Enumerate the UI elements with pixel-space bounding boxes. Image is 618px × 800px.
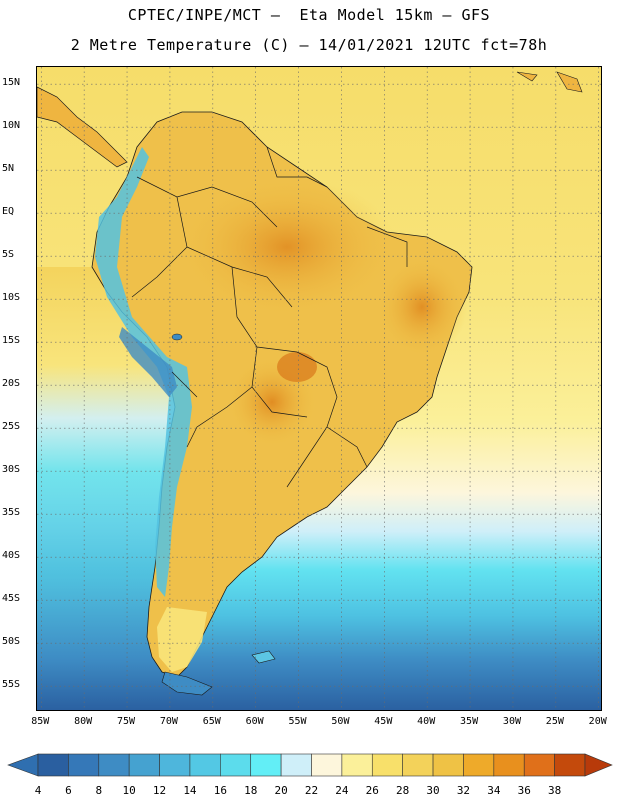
andes-cold-strip	[95, 147, 192, 597]
colorbar-tick-label: 28	[396, 784, 410, 797]
tierra-del-fuego	[161, 671, 213, 696]
colorbar-tick-label: 26	[365, 784, 379, 797]
longitude-label: 45W	[374, 716, 393, 727]
map-frame	[36, 66, 602, 711]
colorbar-segment	[341, 753, 373, 777]
colorbar-tick-label: 20	[274, 784, 288, 797]
colorbar-tick-label: 18	[244, 784, 258, 797]
colorbar-segment	[159, 753, 191, 777]
colorbar-segment	[554, 753, 586, 777]
temperature-map	[37, 67, 601, 710]
colorbar-segment	[371, 753, 403, 777]
colorbar-tick-label: 32	[456, 784, 471, 797]
colorbar-segment	[68, 753, 100, 777]
map-title-line1: CPTEC/INPE/MCT – Eta Model 15km – GFS	[127, 6, 491, 24]
map-title-line2: 2 Metre Temperature (C) – 14/01/2021 12U…	[70, 36, 548, 54]
colorbar-segment	[523, 753, 555, 777]
longitude-label: 85W	[31, 716, 50, 727]
colorbar-under-arrow	[7, 753, 39, 777]
latitude-label: 35S	[2, 507, 21, 519]
latitude-label: 40S	[2, 550, 21, 562]
longitude-label: 55W	[288, 716, 307, 727]
colorbar-tick-label: 4	[34, 784, 42, 797]
colorbar-segment	[189, 753, 221, 777]
colorbar-tick-label: 16	[213, 784, 227, 797]
colorbar-tick-label: 10	[122, 784, 136, 797]
longitude-label: 30W	[502, 716, 521, 727]
longitude-label: 70W	[159, 716, 178, 727]
colorbar-tick-label: 34	[487, 784, 501, 797]
colorbar-over-arrow	[584, 753, 613, 777]
longitude-label: 75W	[117, 716, 136, 727]
lake-titicaca	[171, 333, 183, 341]
colorbar-segment	[220, 753, 252, 777]
colorbar-segment	[280, 753, 312, 777]
longitude-label: 80W	[74, 716, 93, 727]
longitude-label: 60W	[245, 716, 264, 727]
longitude-label: 40W	[417, 716, 436, 727]
temperature-colorbar	[7, 753, 613, 777]
colorbar-segment	[128, 753, 160, 777]
falkland-islands	[251, 650, 276, 664]
colorbar-segment	[250, 753, 282, 777]
longitude-label: 25W	[545, 716, 564, 727]
hot-region-amazon	[177, 177, 397, 317]
colorbar-segment	[463, 753, 495, 777]
latitude-label: 5S	[2, 249, 15, 261]
latitude-label: 10S	[2, 292, 21, 304]
latitude-label: 5N	[2, 163, 15, 175]
longitude-label: 35W	[460, 716, 479, 727]
colorbar-tick-label: 38	[547, 784, 562, 797]
latitude-label: 10N	[2, 120, 21, 132]
colorbar-tick-label: 8	[95, 784, 103, 797]
latitude-label: 30S	[2, 464, 21, 476]
latitude-label: 15N	[2, 77, 21, 89]
latitude-label: 50S	[2, 636, 21, 648]
colorbar-tick-label: 22	[304, 784, 319, 797]
latitude-label: 15S	[2, 335, 21, 347]
latitude-label: 20S	[2, 378, 21, 390]
colorbar-tick-label: 24	[335, 784, 349, 797]
caribbean-islands	[516, 71, 583, 93]
colorbar-tick-label: 14	[183, 784, 197, 797]
latitude-label: EQ	[2, 206, 15, 218]
colorbar-tick-label: 6	[65, 784, 72, 797]
latitude-label: 45S	[2, 593, 21, 605]
colorbar-segment	[37, 753, 69, 777]
colorbar-tick-label: 12	[152, 784, 167, 797]
latitude-label: 55S	[2, 679, 21, 691]
longitude-label: 50W	[331, 716, 350, 727]
andes-core	[119, 327, 177, 397]
colorbar-segment	[402, 753, 434, 777]
longitude-label: 20W	[588, 716, 607, 727]
colorbar-tick-label: 30	[426, 784, 440, 797]
colorbar-segment	[432, 753, 464, 777]
colorbar-segment	[493, 753, 525, 777]
colorbar-tick-label: 36	[517, 784, 531, 797]
country-borders	[131, 146, 408, 488]
patagonia-cool-tip	[157, 607, 207, 672]
colorbar-segment	[98, 753, 130, 777]
colorbar-segment	[311, 753, 343, 777]
hot-region-pantanal	[277, 352, 317, 382]
latitude-label: 25S	[2, 421, 21, 433]
hot-region-northeast	[377, 257, 467, 357]
longitude-label: 65W	[202, 716, 221, 727]
